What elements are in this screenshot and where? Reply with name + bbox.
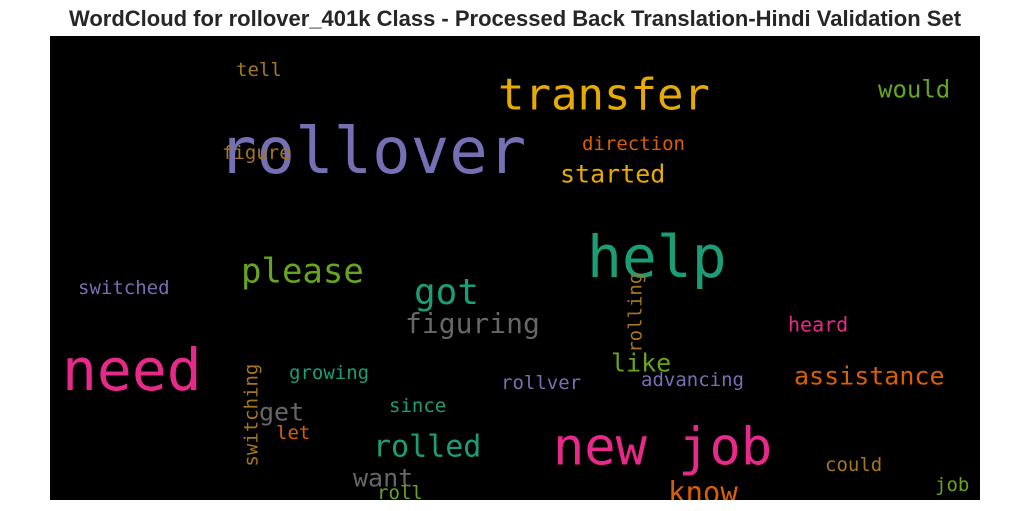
word-tell: tell xyxy=(236,59,282,81)
word-like: like xyxy=(611,349,671,378)
word-rolling: rolling xyxy=(624,273,646,353)
word-direction: direction xyxy=(582,133,685,155)
word-got: got xyxy=(414,272,479,313)
word-need: need xyxy=(62,336,202,404)
word-transfer: transfer xyxy=(498,69,710,120)
word-could: could xyxy=(825,454,882,476)
word-figuring: figuring xyxy=(405,307,540,340)
word-roll: roll xyxy=(377,482,423,500)
word-switching: switching xyxy=(240,364,262,467)
word-growing: growing xyxy=(289,362,369,384)
word-want: want xyxy=(353,464,413,493)
word-heard: heard xyxy=(788,313,848,337)
word-know: know xyxy=(668,476,738,500)
word-new-job: new job xyxy=(553,418,772,478)
word-rollver: rollver xyxy=(501,372,581,394)
word-since: since xyxy=(389,395,446,417)
word-advancing: advancing xyxy=(641,369,744,391)
wordcloud-canvas: rollover transfer help need new job please got… xyxy=(50,36,980,500)
word-help: help xyxy=(587,223,727,291)
word-job: job xyxy=(935,474,969,496)
word-please: please xyxy=(241,252,364,292)
word-rollover: rollover xyxy=(218,115,526,189)
word-figure: figure xyxy=(222,142,291,164)
word-let: let xyxy=(276,422,310,444)
word-get: get xyxy=(259,398,304,427)
word-rolled: rolled xyxy=(373,429,481,464)
chart-title: WordCloud for rollover_401k Class - Proc… xyxy=(68,6,962,31)
word-would: would xyxy=(878,76,950,104)
word-started: started xyxy=(560,160,665,189)
word-assistance: assistance xyxy=(794,362,945,391)
word-switched: switched xyxy=(78,277,170,299)
